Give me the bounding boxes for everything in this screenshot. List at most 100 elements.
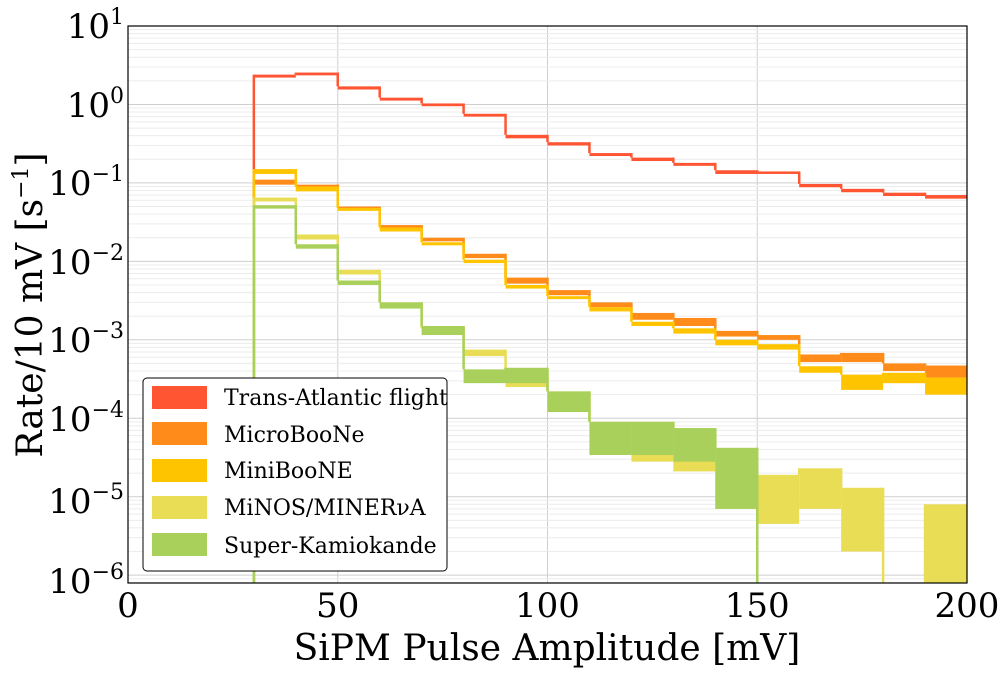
- histogram-bin: [253, 74, 296, 78]
- legend-entry: MiNOS/MINERνA: [152, 496, 427, 521]
- x-tick-label: 0: [117, 586, 139, 626]
- legend-swatch: [152, 533, 207, 556]
- histogram-bin: [715, 330, 758, 337]
- histogram-bin: [337, 269, 380, 275]
- histogram-bin: [799, 468, 842, 509]
- histogram-bin: [883, 372, 926, 384]
- histogram-bin: [463, 259, 506, 264]
- histogram-bin: [841, 188, 884, 193]
- histogram-bin: [379, 225, 422, 229]
- legend-label: MiniBooNE: [224, 459, 353, 484]
- histogram-bin: [295, 234, 338, 240]
- histogram-bin: [379, 227, 422, 232]
- legend-swatch: [152, 459, 207, 482]
- legend-swatch: [152, 496, 207, 519]
- histogram-bin: [757, 171, 800, 174]
- y-tick-label: 10−2: [48, 241, 124, 283]
- x-tick-label: 200: [935, 586, 1000, 626]
- histogram-bin: [841, 374, 884, 390]
- legend-label: Trans-Atlantic flight: [224, 386, 448, 411]
- y-tick-label: 10−4: [48, 398, 124, 440]
- y-tick-label: 10−1: [48, 162, 124, 204]
- histogram-bin: [715, 170, 758, 174]
- histogram-bin: [925, 504, 967, 583]
- y-tick-label: 10−5: [48, 480, 124, 522]
- histogram-bin: [421, 242, 464, 246]
- legend-swatch: [152, 422, 207, 445]
- histogram-bin: [673, 428, 716, 462]
- y-tick-label: 100: [67, 84, 124, 126]
- histogram-bin: [841, 487, 884, 552]
- legend-label: Super-Kamiokande: [224, 534, 437, 559]
- histogram-bin: [883, 363, 926, 372]
- histogram-bin: [631, 321, 674, 326]
- histogram-bin: [463, 349, 506, 357]
- histogram-bin: [421, 325, 464, 336]
- histogram-bin: [463, 113, 506, 117]
- histogram-bin: [757, 344, 800, 350]
- histogram-bin: [421, 237, 464, 242]
- histogram-bin: [295, 72, 338, 76]
- histogram-bin: [631, 312, 674, 320]
- histogram-bin: [589, 302, 632, 308]
- legend-entry: Super-Kamiokande: [152, 533, 437, 559]
- histogram-bin: [295, 244, 338, 249]
- x-tick-labels: 0 50 100 150 200: [117, 586, 999, 626]
- histogram-bin: [421, 103, 464, 107]
- histogram-bin: [589, 307, 632, 312]
- histogram-bin: [505, 284, 548, 289]
- histogram-bin: [757, 474, 800, 524]
- histogram-bin: [673, 328, 716, 334]
- histogram-bin: [631, 157, 674, 162]
- histogram-bin: [253, 205, 296, 209]
- histogram-bin: [337, 280, 380, 285]
- x-axis-label: SiPM Pulse Amplitude [mV]: [294, 628, 801, 669]
- x-tick-label: 100: [515, 586, 580, 626]
- x-tick-label: 150: [725, 586, 790, 626]
- histogram-bin: [925, 195, 967, 199]
- histogram-bin: [379, 302, 422, 309]
- series-group: [252, 205, 759, 583]
- y-axis-label: Rate/10 mV [s−1]: [9, 152, 51, 457]
- y-tick-label: 10−3: [48, 319, 124, 361]
- histogram-bin: [799, 183, 842, 188]
- histogram-bin: [463, 369, 506, 384]
- legend: Trans-Atlantic flight MicroBooNe MiniBoo…: [142, 377, 448, 572]
- series-layer: [252, 72, 967, 583]
- histogram-bin: [925, 365, 967, 378]
- histogram-bin: [253, 179, 296, 185]
- histogram-bin: [547, 296, 590, 300]
- histogram-bin: [547, 290, 590, 296]
- histogram-bin: [547, 391, 590, 413]
- legend-label: MicroBooNe: [224, 423, 365, 448]
- histogram-bin: [253, 169, 296, 174]
- legend-frame: [142, 377, 448, 572]
- histogram-bin: [505, 277, 548, 284]
- histogram-bin: [799, 354, 842, 363]
- histogram-bin: [631, 421, 674, 456]
- histogram-bin: [673, 162, 716, 166]
- histogram-bin: [715, 447, 758, 509]
- histogram-bin: [505, 367, 548, 384]
- y-tick-labels: 101 100 10−1 10−2 10−3 10−4 10−5 10−6: [48, 5, 124, 602]
- histogram-bin: [589, 421, 632, 456]
- legend-entry: MicroBooNe: [152, 422, 365, 448]
- histogram-bin: [673, 317, 716, 326]
- histogram-bin: [295, 186, 338, 192]
- y-tick-label: 101: [67, 5, 124, 47]
- y-tick-label: 10−6: [48, 560, 124, 602]
- histogram-bin: [463, 253, 506, 259]
- histogram-bin: [799, 366, 842, 373]
- x-tick-label: 50: [316, 586, 359, 626]
- histogram-bin: [379, 97, 422, 101]
- histogram-bin: [589, 153, 632, 157]
- histogram-bin: [883, 192, 926, 197]
- histogram-bin: [925, 377, 967, 395]
- histogram-bin: [715, 339, 758, 346]
- legend-entry: Trans-Atlantic flight: [152, 386, 448, 411]
- histogram-bin: [547, 142, 590, 146]
- histogram-bin: [337, 207, 380, 211]
- histogram-bin: [253, 197, 296, 202]
- legend-label: MiNOS/MINERνA: [224, 496, 427, 521]
- legend-entry: MiniBooNE: [152, 459, 353, 484]
